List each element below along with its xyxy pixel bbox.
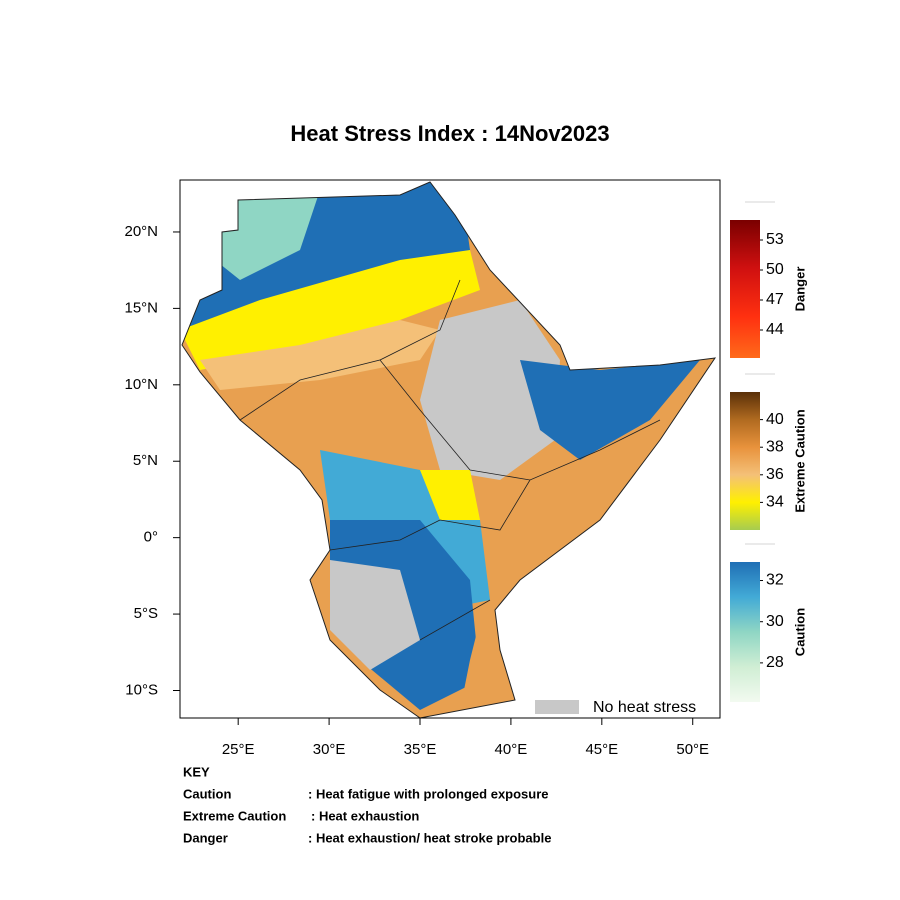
colorbar-tick-label: 53 (766, 231, 784, 248)
key-meaning: : Heat exhaustion/ heat stroke probable (308, 830, 551, 845)
colorbar-tick-label: 32 (766, 572, 784, 589)
key-heading: KEY (183, 764, 210, 779)
heat-map (182, 182, 715, 718)
no-heat-stress-swatch (535, 700, 579, 714)
region-outline (181, 181, 717, 719)
colorbar-tick-label: 40 (766, 411, 784, 428)
key-meaning: : Heat fatigue with prolonged exposure (308, 786, 549, 801)
colorbar-extreme (730, 392, 760, 530)
x-tick-label: 50°E (676, 741, 709, 758)
colorbar-tick-label: 36 (766, 466, 784, 483)
y-tick-label: 5°N (133, 452, 158, 469)
colorbar-tick-label: 47 (766, 291, 784, 308)
x-tick-label: 40°E (495, 741, 528, 758)
colorbar-tick-label: 34 (766, 494, 784, 511)
y-tick-label: 15°N (124, 299, 158, 316)
colorbar-title: Danger (792, 267, 807, 312)
y-tick-label: 10°N (124, 376, 158, 393)
x-tick-label: 35°E (404, 741, 437, 758)
y-tick-label: 10°S (125, 681, 158, 698)
y-tick-label: 20°N (124, 223, 158, 240)
x-tick-label: 45°E (585, 741, 618, 758)
colorbar-tick-label: 30 (766, 613, 784, 630)
colorbar-tick-label: 50 (766, 261, 784, 278)
colorbar-title: Caution (792, 608, 807, 656)
colorbar-tick-label: 28 (766, 654, 784, 671)
map-title: Heat Stress Index : 14Nov2023 (290, 121, 609, 146)
y-tick-label: 0° (144, 529, 158, 546)
key-term: Danger (183, 830, 228, 845)
border-lines (239, 279, 661, 641)
y-tick-label: 5°S (134, 605, 158, 622)
no-heat-stress-label: No heat stress (593, 699, 696, 716)
key-term: Extreme Caution (183, 808, 286, 823)
colorbar-tick-label: 44 (766, 321, 784, 338)
colorbar-danger (730, 220, 760, 358)
x-tick-label: 25°E (222, 741, 255, 758)
x-tick-label: 30°E (313, 741, 346, 758)
colorbar-caution (730, 562, 760, 702)
key-meaning: : Heat exhaustion (311, 808, 419, 823)
map-frame (179, 179, 721, 719)
key-term: Caution (183, 786, 231, 801)
colorbar-title: Extreme Caution (792, 409, 807, 512)
colorbar-tick-label: 38 (766, 438, 784, 455)
